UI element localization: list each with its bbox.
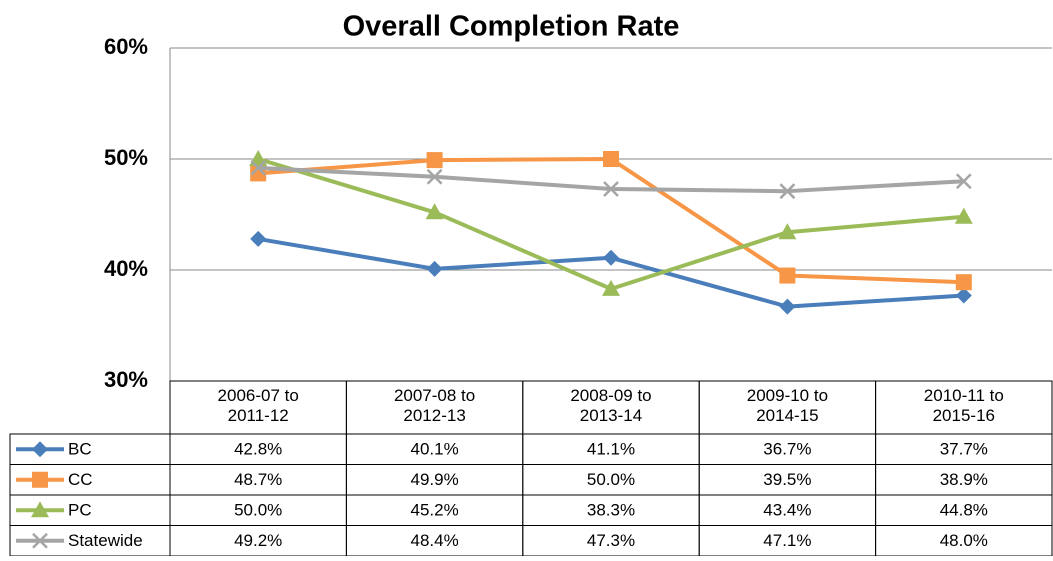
value-label: 38.3% — [587, 501, 635, 520]
data-point — [778, 223, 797, 240]
data-point — [603, 249, 619, 266]
data-point — [250, 230, 267, 247]
data-point — [425, 203, 444, 220]
data-point — [603, 151, 619, 167]
value-label: 42.8% — [234, 440, 282, 459]
value-label: 40.1% — [410, 440, 458, 459]
value-label: 38.9% — [940, 470, 988, 489]
value-label: 49.2% — [234, 531, 282, 550]
value-label: 43.4% — [763, 501, 811, 520]
value-label: 47.3% — [587, 531, 635, 550]
value-label: 48.0% — [940, 531, 988, 550]
x-tick-label: 2010-11 to 2015-16 — [924, 386, 1004, 425]
x-tick-label: 2007-08 to 2012-13 — [394, 386, 475, 425]
value-label: 39.5% — [763, 470, 811, 489]
data-point — [779, 183, 796, 200]
legend-label: PC — [68, 501, 92, 520]
value-label: 48.7% — [234, 470, 282, 489]
series-line — [257, 236, 964, 309]
series-line — [257, 157, 964, 291]
legend-marker — [32, 532, 48, 549]
value-label: 47.1% — [763, 531, 811, 550]
y-tick-label: 60% — [104, 34, 148, 59]
data-point — [426, 152, 443, 169]
chart-title: Overall Completion Rate — [343, 11, 680, 43]
legend-marker — [32, 471, 48, 488]
data-point — [955, 173, 972, 190]
data-point — [249, 150, 268, 166]
value-label: 36.7% — [763, 440, 811, 459]
data-point — [955, 287, 972, 304]
y-tick-label: 50% — [104, 145, 148, 170]
value-label: 44.8% — [940, 501, 988, 520]
x-tick-label: 2008-09 to 2013-14 — [570, 386, 651, 425]
data-point — [603, 181, 619, 197]
x-tick-label: 2006-07 to 2011-12 — [218, 386, 299, 425]
data-point — [955, 274, 972, 291]
value-label: 41.1% — [587, 440, 635, 459]
data-point — [250, 159, 267, 176]
y-tick-label: 30% — [104, 367, 148, 392]
x-tick-label: 2009-10 to 2014-15 — [747, 386, 828, 425]
data-point — [426, 168, 443, 185]
value-label: 45.2% — [410, 501, 458, 520]
value-label: 37.7% — [940, 440, 988, 459]
y-tick-label: 40% — [104, 256, 148, 281]
legend-label: BC — [68, 440, 92, 459]
legend-label: CC — [68, 470, 93, 489]
data-point — [779, 267, 796, 284]
data-point — [602, 279, 620, 296]
legend-label: Statewide — [68, 531, 143, 550]
data-point — [426, 260, 443, 277]
value-label: 50.0% — [587, 470, 635, 489]
value-label: 48.4% — [410, 531, 458, 550]
legend-marker — [31, 501, 49, 518]
legend-marker — [32, 441, 48, 458]
value-label: 50.0% — [234, 501, 282, 520]
data-point — [779, 298, 796, 315]
data-point — [954, 207, 973, 224]
value-label: 49.9% — [410, 470, 458, 489]
